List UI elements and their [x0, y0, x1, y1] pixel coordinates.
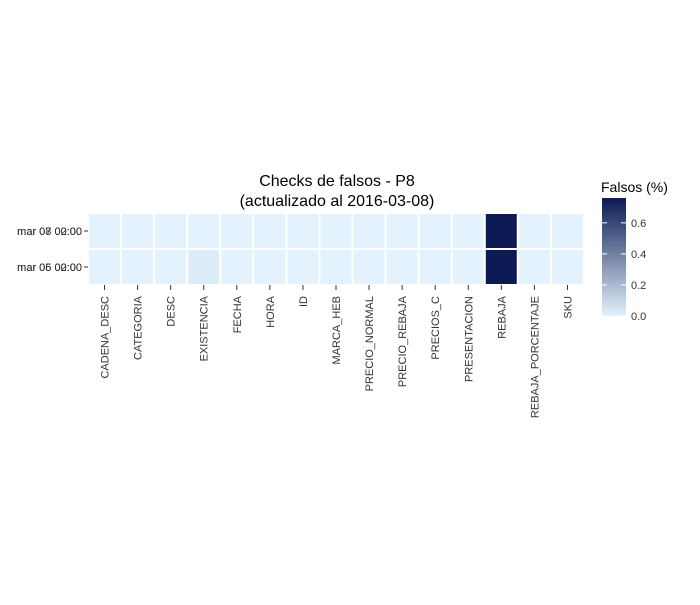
- x-tick-label: FECHA: [232, 295, 244, 333]
- heatmap-cells: [87, 212, 586, 286]
- heatmap-cell: [252, 212, 288, 250]
- x-tick-label: PRECIO_NORMAL: [364, 296, 376, 391]
- y-tick-label: mar 06 02:00: [17, 262, 82, 274]
- y-tick-label: mar 08 00:00: [17, 226, 82, 238]
- heatmap-cell: [549, 212, 586, 250]
- x-tick-label: HORA: [265, 295, 277, 327]
- heatmap-cell: [186, 212, 222, 250]
- x-tick-label: PRESENTACION: [463, 296, 475, 382]
- heatmap-cell: [384, 248, 420, 286]
- heatmap-cell: [318, 248, 354, 286]
- heatmap-cell: [87, 212, 123, 250]
- x-tick-label: MARCA_HEB: [331, 296, 343, 364]
- heatmap-cell: [219, 248, 255, 286]
- heatmap-cell: [219, 212, 255, 250]
- heatmap-cell: [318, 212, 354, 250]
- x-axis: CADENA_DESC CATEGORIA DESC EXISTENCIA FECHA H…: [100, 285, 574, 418]
- heatmap-cell: [516, 248, 552, 286]
- x-tick-label: CADENA_DESC: [100, 296, 112, 379]
- legend-tick-label: 0.6: [631, 218, 646, 230]
- heatmap-cell: [120, 212, 156, 250]
- x-tick-label: EXISTENCIA: [199, 295, 211, 361]
- heatmap-cell: [351, 248, 387, 286]
- heatmap-cell: [120, 248, 156, 286]
- heatmap-cell: [285, 248, 321, 286]
- legend-tick-label: 0.2: [631, 280, 646, 292]
- x-tick-label: ID: [298, 296, 310, 307]
- heatmap-cell: [153, 248, 189, 286]
- x-tick-label: SKU: [562, 296, 574, 319]
- heatmap-cell: [483, 248, 519, 286]
- legend: Falsos (%) 0.0 0.2 0.4 0.6: [601, 179, 668, 323]
- chart-title: Checks de falsos - P8: [259, 173, 415, 190]
- heatmap-cell: [549, 248, 586, 286]
- legend-colorbar: [602, 198, 626, 316]
- x-tick-label: PRECIOS_C: [430, 296, 442, 360]
- x-tick-label: PRECIO_REBAJA: [397, 295, 409, 387]
- legend-title: Falsos (%): [601, 179, 668, 195]
- x-tick-label: REBAJA_PORCENTAJE: [529, 296, 541, 418]
- heatmap-cell: [153, 212, 189, 250]
- heatmap-cell: [450, 212, 486, 250]
- heatmap-cell: [186, 248, 222, 286]
- x-tick-label: CATEGORIA: [133, 295, 145, 360]
- heatmap-cell: [516, 212, 552, 250]
- heatmap-cell: [87, 248, 123, 286]
- legend-tick-label: 0.4: [631, 249, 646, 261]
- x-tick-label: REBAJA: [496, 295, 508, 338]
- heatmap-cell: [252, 248, 288, 286]
- heatmap-cell: [450, 248, 486, 286]
- y-tick-label: mar 07 02:00: [17, 226, 82, 238]
- legend-tick-label: 0.0: [631, 311, 646, 323]
- heatmap-cell: [417, 248, 453, 286]
- heatmap-cell: [483, 212, 519, 250]
- y-tick-label: mar 05 00:00: [17, 262, 82, 274]
- x-tick-label: DESC: [166, 296, 178, 327]
- chart-subtitle: (actualizado al 2016-03-08): [240, 193, 435, 210]
- legend-ticks: 0.0 0.2 0.4 0.6: [602, 218, 646, 323]
- heatmap-cell: [285, 212, 321, 250]
- heatmap-cell: [384, 212, 420, 250]
- heatmap-cell: [351, 212, 387, 250]
- heatmap-cell: [417, 212, 453, 250]
